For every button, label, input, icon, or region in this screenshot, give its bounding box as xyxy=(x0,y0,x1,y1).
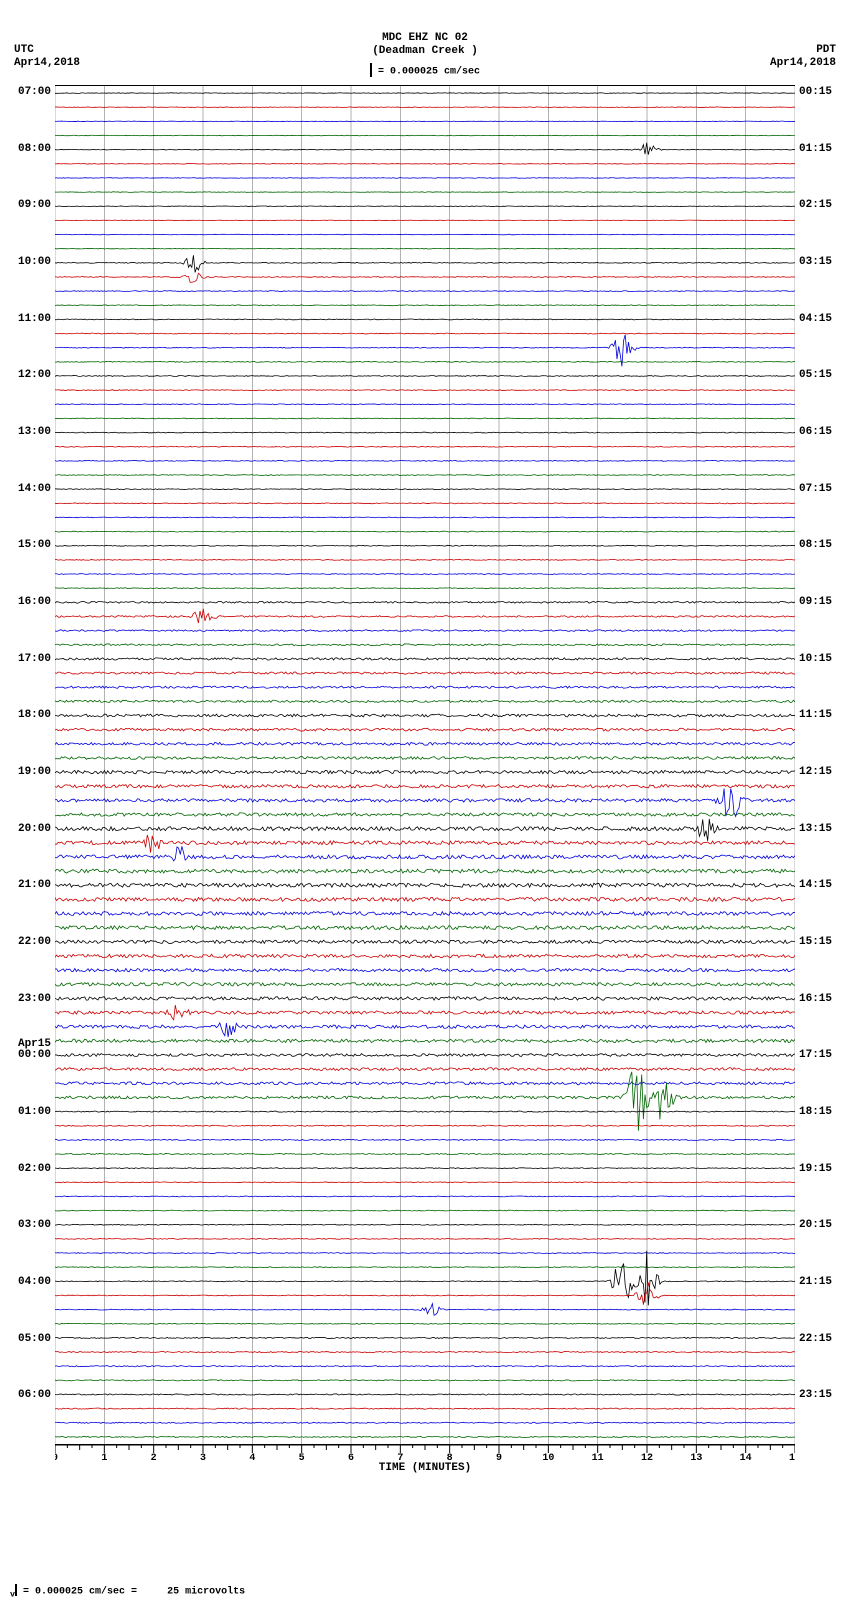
utc-hour-label: 12:00 xyxy=(18,370,51,381)
scale-value: = 0.000025 cm/sec xyxy=(378,67,480,78)
svg-text:15: 15 xyxy=(789,1453,795,1460)
footer-scale-bar-icon xyxy=(15,1584,17,1596)
svg-text:11: 11 xyxy=(592,1453,604,1460)
utc-hour-label: 06:00 xyxy=(18,1390,51,1401)
svg-text:1: 1 xyxy=(101,1453,107,1460)
footer-scale-left: = 0.000025 cm/sec = xyxy=(23,1587,137,1598)
pdt-hour-label: 13:15 xyxy=(799,824,832,835)
footer-scale: v = 0.000025 cm/sec = 25 microvolts xyxy=(10,1585,850,1615)
seismogram-plot: 07:00 08:00 09:00 10:00 11:00 12:00 13:00 14:00… xyxy=(0,85,850,1445)
utc-hour-label: 16:00 xyxy=(18,597,51,608)
date-change-label: Apr1500:00 xyxy=(18,1039,51,1061)
utc-hour-label: 02:00 xyxy=(18,1164,51,1175)
header-title: MDC EHZ NC 02 (Deadman Creek ) xyxy=(372,32,478,58)
svg-text:4: 4 xyxy=(249,1453,255,1460)
scale-bar-icon xyxy=(370,63,372,77)
pdt-hour-label: 01:15 xyxy=(799,144,832,155)
utc-hour-label: 13:00 xyxy=(18,427,51,438)
pdt-hour-label: 23:15 xyxy=(799,1390,832,1401)
utc-hour-label: 04:00 xyxy=(18,1277,51,1288)
utc-hour-label: 14:00 xyxy=(18,484,51,495)
svg-text:12: 12 xyxy=(641,1453,653,1460)
pdt-hour-label: 04:15 xyxy=(799,314,832,325)
utc-hour-label: 07:00 xyxy=(18,87,51,98)
pdt-hour-label: 14:15 xyxy=(799,880,832,891)
utc-hour-label: 09:00 xyxy=(18,200,51,211)
station-name: (Deadman Creek ) xyxy=(372,45,478,57)
tz-utc: UTC xyxy=(14,44,34,56)
utc-hour-label: 01:00 xyxy=(18,1107,51,1118)
utc-hour-label: 23:00 xyxy=(18,994,51,1005)
utc-hour-label: 17:00 xyxy=(18,654,51,665)
date-right: Apr14,2018 xyxy=(770,57,836,69)
svg-text:5: 5 xyxy=(299,1453,305,1460)
pdt-hour-label: 07:15 xyxy=(799,484,832,495)
x-axis: 0123456789101112131415 TIME (MINUTES) xyxy=(55,1445,795,1485)
pdt-hour-label: 06:15 xyxy=(799,427,832,438)
header: UTC Apr14,2018 MDC EHZ NC 02 (Deadman Cr… xyxy=(0,0,850,75)
x-axis-svg: 0123456789101112131415 xyxy=(55,1445,795,1460)
svg-text:14: 14 xyxy=(740,1453,752,1460)
x-axis-label: TIME (MINUTES) xyxy=(55,1462,795,1474)
tz-pdt: PDT xyxy=(816,44,836,56)
pdt-hour-label: 21:15 xyxy=(799,1277,832,1288)
utc-hour-label: 22:00 xyxy=(18,937,51,948)
date-left: Apr14,2018 xyxy=(14,57,80,69)
utc-hour-label: 21:00 xyxy=(18,880,51,891)
pdt-hour-label: 12:15 xyxy=(799,767,832,778)
footer-scale-right: 25 microvolts xyxy=(167,1587,245,1598)
svg-text:0: 0 xyxy=(55,1453,58,1460)
pdt-hour-labels: 00:15 01:15 02:15 03:15 04:15 05:15 06:15 07:15… xyxy=(795,85,850,1445)
svg-text:8: 8 xyxy=(447,1453,453,1460)
pdt-hour-label: 16:15 xyxy=(799,994,832,1005)
pdt-hour-label: 20:15 xyxy=(799,1220,832,1231)
svg-text:7: 7 xyxy=(397,1453,403,1460)
utc-hour-labels: 07:00 08:00 09:00 10:00 11:00 12:00 13:00 14:00… xyxy=(0,85,55,1445)
pdt-hour-label: 11:15 xyxy=(799,710,832,721)
station-code: MDC EHZ NC 02 xyxy=(382,32,468,44)
pdt-hour-label: 22:15 xyxy=(799,1334,832,1345)
svg-text:2: 2 xyxy=(151,1453,157,1460)
pdt-hour-label: 02:15 xyxy=(799,200,832,211)
utc-hour-label: 03:00 xyxy=(18,1220,51,1231)
pdt-hour-label: 03:15 xyxy=(799,257,832,268)
utc-hour-label: 20:00 xyxy=(18,824,51,835)
pdt-hour-label: 15:15 xyxy=(799,937,832,948)
utc-hour-label: 19:00 xyxy=(18,767,51,778)
svg-text:3: 3 xyxy=(200,1453,206,1460)
pdt-hour-label: 09:15 xyxy=(799,597,832,608)
pdt-hour-label: 05:15 xyxy=(799,370,832,381)
svg-text:10: 10 xyxy=(542,1453,554,1460)
utc-hour-label: 11:00 xyxy=(18,314,51,325)
pdt-hour-label: 19:15 xyxy=(799,1164,832,1175)
svg-text:9: 9 xyxy=(496,1453,502,1460)
svg-text:13: 13 xyxy=(690,1453,702,1460)
seismogram-svg xyxy=(55,86,795,1444)
header-left-tz: UTC Apr14,2018 xyxy=(14,44,80,70)
pdt-hour-label: 10:15 xyxy=(799,654,832,665)
utc-hour-label: 15:00 xyxy=(18,540,51,551)
pdt-hour-label: 17:15 xyxy=(799,1050,832,1061)
utc-hour-label: 18:00 xyxy=(18,710,51,721)
utc-hour-label: 05:00 xyxy=(18,1334,51,1345)
pdt-hour-label: 08:15 xyxy=(799,540,832,551)
svg-text:6: 6 xyxy=(348,1453,354,1460)
pdt-hour-label: 18:15 xyxy=(799,1107,832,1118)
utc-hour-label: 08:00 xyxy=(18,144,51,155)
pdt-hour-label: 00:15 xyxy=(799,87,832,98)
scale-reference: = 0.000025 cm/sec xyxy=(370,64,480,78)
header-right-tz: PDT Apr14,2018 xyxy=(770,44,836,70)
utc-hour-label: 10:00 xyxy=(18,257,51,268)
plot-area xyxy=(55,85,795,1445)
